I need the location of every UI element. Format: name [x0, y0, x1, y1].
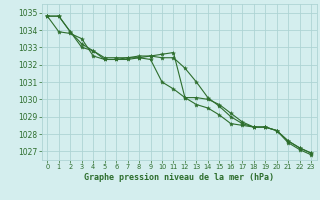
X-axis label: Graphe pression niveau de la mer (hPa): Graphe pression niveau de la mer (hPa) [84, 173, 274, 182]
